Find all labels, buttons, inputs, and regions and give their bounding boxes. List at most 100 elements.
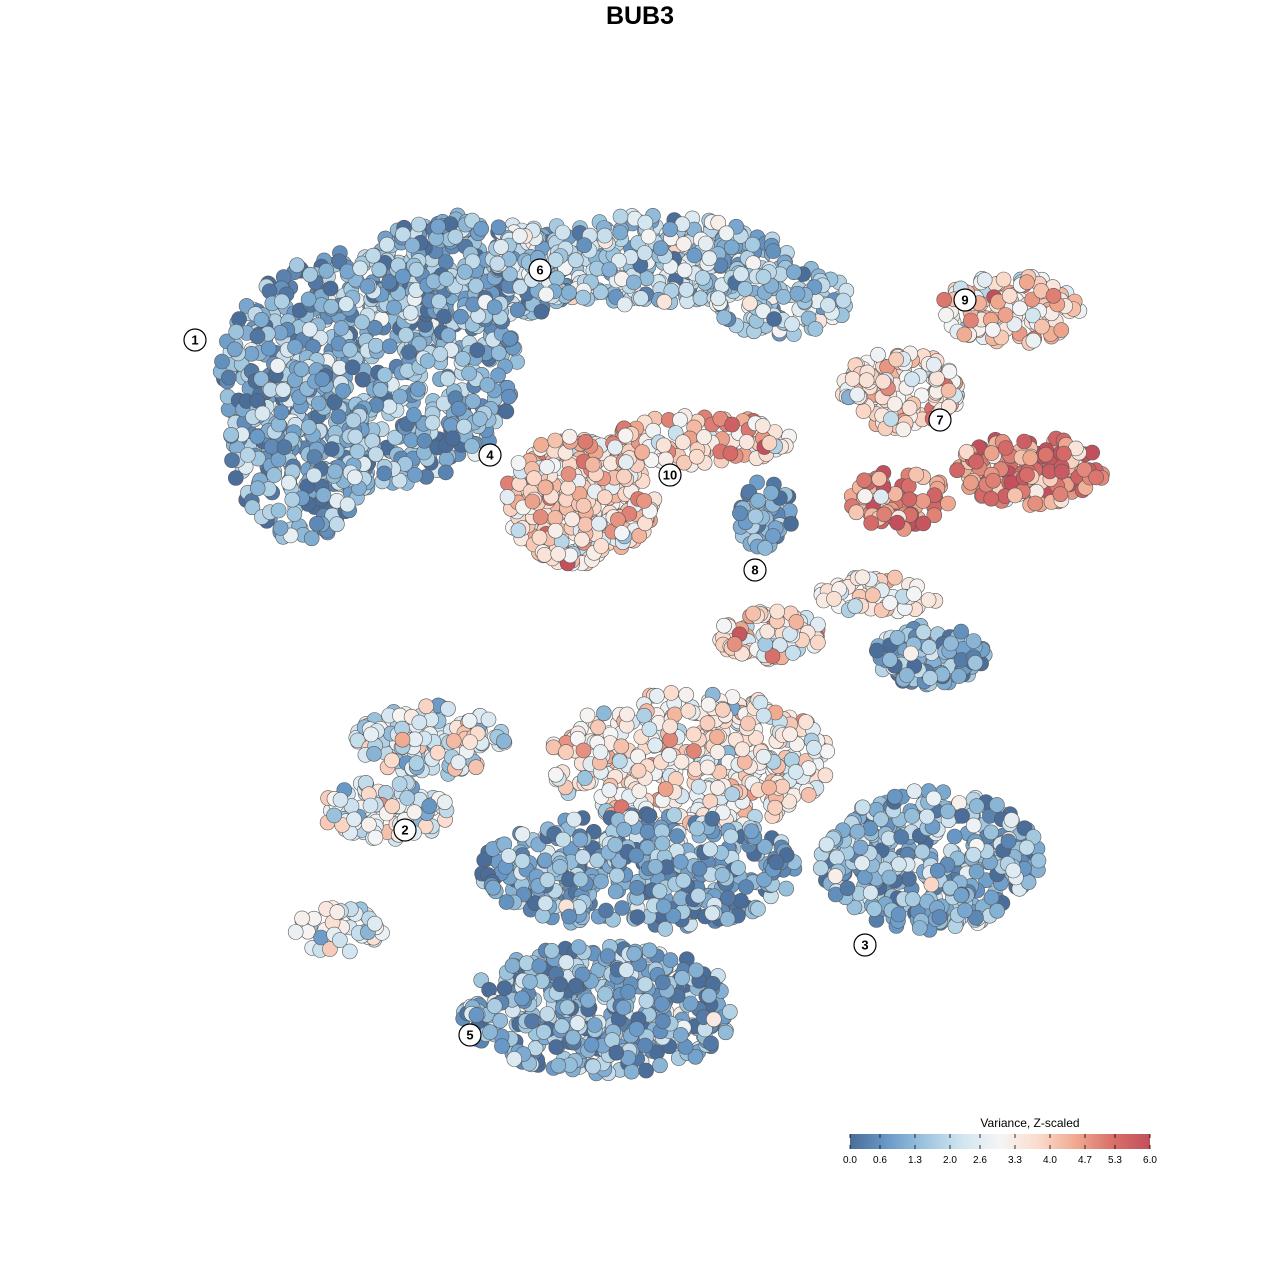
cell-point [686, 247, 703, 264]
cell-point [419, 353, 436, 369]
cell-point [599, 948, 616, 964]
cell-point [429, 744, 446, 761]
cell-point [669, 828, 685, 844]
cell-point [1038, 446, 1054, 463]
cell-point [490, 367, 506, 384]
cluster-label-text: 5 [466, 1028, 473, 1043]
cell-point [437, 464, 454, 481]
cell-point [655, 437, 672, 454]
cluster-label-text: 7 [936, 413, 943, 428]
cell-point [331, 253, 348, 270]
cell-point [626, 945, 643, 962]
cell-point [454, 350, 471, 367]
cell-point [700, 696, 717, 713]
cell-point [301, 321, 318, 338]
cell-point [436, 308, 452, 325]
cell-point [716, 617, 732, 634]
cell-point [608, 1045, 625, 1061]
cell-point [704, 905, 721, 922]
cluster-label-10: 10 [658, 463, 682, 487]
cell-point [839, 880, 856, 897]
cell-point [723, 239, 740, 256]
cell-point [672, 854, 689, 870]
cell-point [522, 973, 538, 990]
cell-point [956, 326, 973, 343]
cell-point [690, 778, 707, 795]
cell-point [1007, 487, 1023, 504]
cell-point [552, 859, 568, 875]
cell-point [875, 373, 892, 390]
cell-point [904, 808, 920, 824]
cell-point [766, 311, 782, 327]
cell-point [895, 421, 912, 438]
cell-point [862, 884, 879, 901]
cell-point [628, 1021, 645, 1037]
cell-point [613, 738, 630, 755]
cell-point [346, 811, 362, 828]
cell-point [625, 274, 642, 291]
cell-point [629, 879, 645, 896]
cluster-label-6: 6 [528, 258, 552, 282]
cell-point [386, 299, 402, 316]
cell-point [957, 902, 973, 919]
cell-point [570, 939, 587, 955]
cell-point [672, 1027, 689, 1043]
cell-point [1001, 287, 1018, 304]
cell-point [450, 754, 467, 771]
cell-point [691, 860, 708, 877]
cell-point [253, 371, 270, 387]
cell-point [552, 976, 569, 993]
cell-point [500, 848, 517, 864]
cell-point [379, 236, 395, 253]
cell-point [718, 225, 735, 242]
cell-point [616, 296, 633, 313]
cell-point [1025, 332, 1042, 349]
cell-point [685, 726, 702, 743]
cell-point [617, 427, 634, 444]
cell-point [997, 307, 1014, 323]
cell-point [633, 290, 649, 306]
cell-point [615, 999, 632, 1016]
cell-point [450, 400, 467, 417]
cell-point [593, 873, 609, 890]
cell-point [778, 880, 795, 897]
points-layer [212, 207, 1110, 1082]
cell-point [394, 731, 411, 748]
cell-point [649, 688, 665, 704]
cell-point [228, 470, 244, 486]
cell-point [243, 345, 260, 362]
cell-point [768, 854, 785, 871]
cell-point [485, 879, 502, 896]
cell-point [1016, 433, 1032, 450]
cell-point [482, 1024, 498, 1040]
cell-point [424, 414, 441, 431]
cell-point [953, 623, 969, 640]
cell-point [457, 263, 473, 280]
cell-point [737, 281, 753, 297]
cell-point [431, 293, 447, 310]
cell-point [717, 1024, 734, 1041]
cell-point [925, 790, 942, 807]
cell-point [754, 418, 771, 434]
cell-point [381, 274, 397, 290]
cell-point [548, 766, 564, 783]
cell-point [705, 1011, 722, 1028]
cell-point [406, 804, 423, 821]
cluster-label-text: 6 [536, 263, 543, 278]
cell-point [318, 262, 335, 279]
cell-point [314, 371, 331, 388]
cell-point [531, 529, 548, 546]
cell-point [342, 341, 358, 358]
cell-point [866, 901, 883, 917]
cell-point [408, 755, 425, 771]
cell-point [365, 247, 382, 264]
cell-point [953, 887, 970, 904]
cell-point [1003, 812, 1020, 828]
cell-point [493, 239, 509, 255]
cell-point [572, 871, 589, 888]
cell-point [549, 270, 565, 287]
cell-point [416, 432, 433, 449]
cell-point [710, 290, 727, 307]
cell-point [547, 522, 564, 539]
cell-point [984, 321, 1001, 338]
